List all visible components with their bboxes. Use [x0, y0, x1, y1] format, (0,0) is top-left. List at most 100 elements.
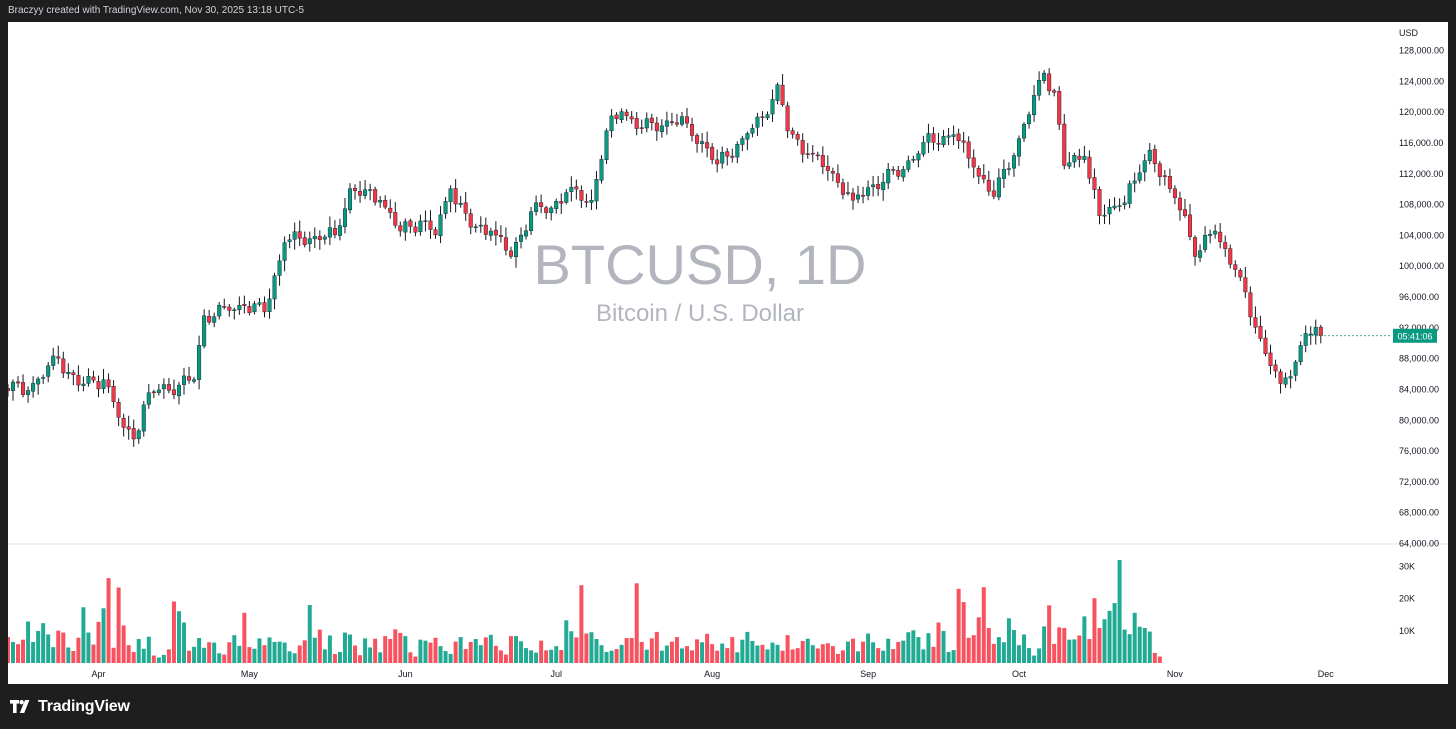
candle-body [790, 130, 795, 135]
candle-body [564, 192, 569, 203]
volume-bar [1142, 628, 1147, 663]
candle-body [780, 84, 785, 105]
candle [1177, 191, 1182, 221]
candle-body [916, 153, 921, 161]
volume-bar [373, 638, 378, 663]
candle [363, 180, 368, 200]
candle [358, 180, 363, 203]
volume-bar [358, 655, 363, 663]
candle [1072, 152, 1077, 168]
candle [1228, 244, 1233, 269]
candle [795, 131, 800, 146]
candle [765, 111, 770, 120]
volume-bar [388, 639, 393, 663]
candle [614, 112, 619, 125]
candle-body [1213, 230, 1218, 235]
volume-bar [161, 654, 166, 663]
candle-body [136, 430, 141, 440]
candle-body [508, 250, 513, 257]
candle [277, 254, 282, 286]
candle-body [604, 130, 609, 160]
candle [297, 220, 302, 247]
volume-bar [327, 635, 332, 663]
volume-bar [478, 645, 483, 663]
candle [760, 111, 765, 127]
volume-bar [1112, 603, 1117, 663]
volume-bar [398, 632, 403, 663]
last-price-box [1393, 328, 1437, 343]
candle-body [966, 141, 971, 159]
volume-bar [121, 625, 126, 663]
candle [342, 198, 347, 234]
candle [755, 112, 760, 136]
candle-body [921, 142, 926, 155]
candle [1172, 185, 1177, 205]
candle [1016, 135, 1021, 166]
candle [840, 178, 845, 200]
volume-bar [393, 629, 398, 663]
candle-body [725, 151, 730, 157]
candle [1167, 168, 1172, 193]
volume-bar [156, 657, 161, 663]
chart-svg[interactable]: BTCUSD, 1D Bitcoin / U.S. Dollar 128,000.… [8, 22, 1448, 684]
candle [669, 112, 674, 126]
volume-bar [986, 628, 991, 663]
candle-body [1022, 123, 1027, 139]
candle [1001, 159, 1006, 189]
candle-body [1117, 205, 1122, 207]
candle [121, 413, 126, 437]
volume-bar [106, 578, 111, 663]
volume-bar [81, 607, 86, 663]
candle-body [1172, 188, 1177, 198]
candle [36, 376, 41, 395]
volume-bar [519, 641, 524, 663]
candle [1112, 197, 1117, 211]
volume-bar [126, 645, 131, 663]
candle-body [815, 154, 820, 157]
candle [207, 309, 212, 325]
volume-bar [483, 637, 488, 663]
candle-body [891, 169, 896, 171]
candle-body [1288, 376, 1293, 379]
candle [1182, 198, 1187, 218]
candle-body [695, 135, 700, 144]
candle [539, 194, 544, 214]
candle [679, 111, 684, 127]
candle-body [785, 105, 790, 132]
volume-bar [378, 652, 383, 663]
x-tick-label: Aug [704, 669, 720, 679]
candle-body [166, 384, 171, 391]
candle-body [61, 358, 66, 374]
candle-body [1198, 250, 1203, 258]
candle-body [559, 201, 564, 204]
volume-bar [584, 633, 589, 663]
candle-body [438, 214, 443, 236]
candle [182, 367, 187, 395]
candle-body [1228, 248, 1233, 265]
tradingview-brand[interactable]: TradingView [10, 698, 130, 716]
candle [26, 386, 31, 403]
candle [327, 216, 332, 246]
candle [146, 384, 151, 409]
volume-bar [101, 608, 106, 663]
candle-body [1243, 277, 1248, 293]
candle [931, 127, 936, 151]
candle-body [851, 192, 856, 201]
volume-bar [237, 645, 242, 663]
volume-bar [247, 647, 252, 663]
volume-bar [876, 648, 881, 663]
candle-body [569, 187, 574, 192]
candle [730, 148, 735, 163]
candle [629, 111, 634, 124]
candle-body [876, 184, 881, 189]
candle-body [192, 379, 197, 382]
candle-body [840, 182, 845, 195]
candle-body [971, 157, 976, 168]
candle-body [861, 195, 866, 197]
candle-body [1087, 156, 1092, 179]
volume-bar [524, 648, 529, 663]
candle-body [81, 383, 86, 386]
chart-panel[interactable]: BTCUSD, 1D Bitcoin / U.S. Dollar 128,000.… [8, 22, 1448, 684]
candle [463, 191, 468, 221]
candle-body [1157, 163, 1162, 177]
